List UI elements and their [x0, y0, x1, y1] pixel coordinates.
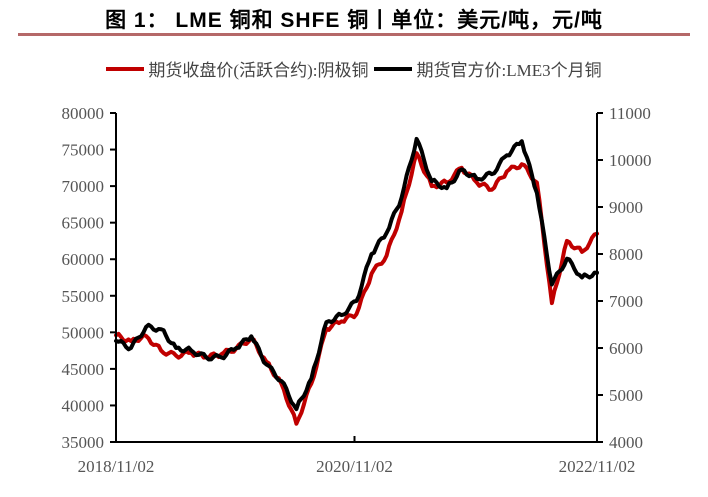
series-line-lme — [114, 136, 599, 412]
legend-label-lme: 期货官方价:LME3个月铜 — [416, 61, 602, 80]
right-tick-label: 11000 — [609, 104, 651, 123]
left-tick-label: 50000 — [62, 323, 105, 342]
right-tick-label: 5000 — [609, 386, 643, 405]
left-tick-label: 60000 — [62, 250, 105, 269]
left-tick-label: 75000 — [62, 141, 105, 160]
legend-item-shfe: 期货收盘价(活跃合约):阴极铜 — [106, 56, 368, 81]
right-tick-label: 8000 — [609, 245, 643, 264]
left-tick-label: 45000 — [62, 360, 105, 379]
right-tick-label: 7000 — [609, 292, 643, 311]
x-tick-label: 2022/11/02 — [559, 457, 636, 476]
x-tick-label: 2020/11/02 — [316, 457, 393, 476]
legend-swatch-red — [106, 66, 145, 71]
left-tick-label: 40000 — [62, 396, 105, 415]
chart-title: 图 1： LME 铜和 SHFE 铜丨单位：美元/吨，元/吨 — [105, 9, 603, 32]
left-tick-label: 55000 — [62, 287, 105, 306]
legend-swatch-black — [374, 66, 413, 71]
left-tick-label: 70000 — [62, 177, 105, 196]
left-tick-label: 80000 — [62, 104, 105, 123]
x-tick-label: 2018/11/02 — [78, 457, 155, 476]
right-tick-label: 10000 — [609, 151, 652, 170]
left-tick-label: 65000 — [62, 214, 105, 233]
right-tick-label: 9000 — [609, 198, 643, 217]
title-divider — [18, 33, 690, 36]
right-tick-label: 4000 — [609, 433, 643, 452]
chart-legend: 期货收盘价(活跃合约):阴极铜 期货官方价:LME3个月铜 — [0, 56, 708, 81]
legend-item-lme: 期货官方价:LME3个月铜 — [374, 56, 602, 81]
right-tick-label: 6000 — [609, 339, 643, 358]
legend-label-shfe: 期货收盘价(活跃合约):阴极铜 — [148, 61, 369, 80]
left-tick-label: 35000 — [62, 433, 105, 452]
series-line-shfe — [114, 151, 599, 426]
